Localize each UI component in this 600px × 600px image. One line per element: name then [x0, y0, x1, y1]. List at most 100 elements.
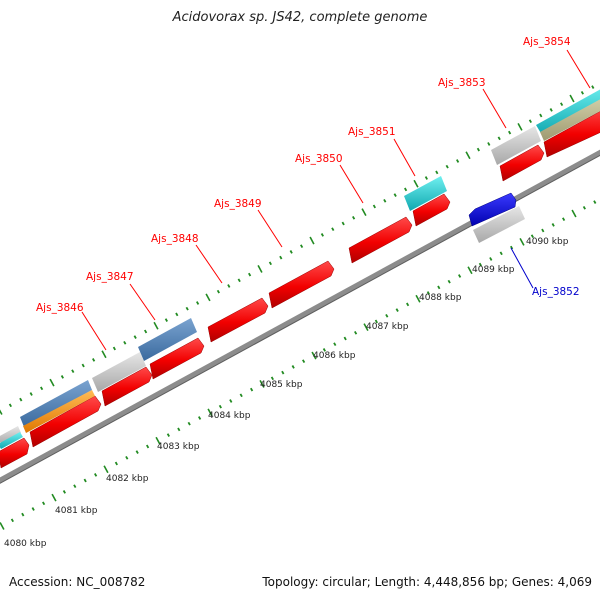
gene-feature[interactable] [543, 106, 600, 158]
gene-label-ajs-3850[interactable]: Ajs_3850 [295, 153, 343, 165]
leader-line [393, 138, 416, 177]
minor-tick [395, 308, 399, 312]
gene-label-ajs-3853[interactable]: Ajs_3853 [438, 77, 486, 89]
grey-feature[interactable] [491, 126, 541, 165]
major-tick [569, 94, 575, 103]
leader-line [482, 88, 507, 129]
gene-feature[interactable] [29, 395, 102, 448]
gene-label-ajs-3846[interactable]: Ajs_3846 [36, 302, 84, 314]
minor-tick [21, 512, 25, 517]
orange-feature[interactable] [23, 390, 95, 433]
steelblue-feature[interactable] [138, 318, 197, 361]
gene-feature[interactable] [412, 193, 451, 227]
minor-tick [10, 518, 14, 523]
gene-label-ajs-3848[interactable]: Ajs_3848 [151, 233, 199, 245]
reverse-gene-track [468, 192, 525, 243]
steelblue-feature[interactable] [20, 380, 92, 427]
gene-label-ajs-3854[interactable]: Ajs_3854 [523, 36, 571, 48]
reverse-gene-feature[interactable] [468, 192, 517, 227]
cyan-feature[interactable] [404, 176, 447, 211]
minor-tick [406, 302, 410, 307]
major-tick [571, 209, 577, 218]
minor-tick [289, 250, 293, 254]
cyan-feature[interactable] [536, 84, 600, 135]
minor-tick [508, 130, 512, 135]
major-tick [155, 436, 161, 445]
kbp-label: 4081 kbp [55, 506, 98, 516]
gene-label-ajs-3847[interactable]: Ajs_3847 [86, 271, 134, 283]
gene-feature[interactable] [268, 260, 335, 309]
minor-tick [239, 393, 243, 398]
minor-tick [528, 119, 532, 124]
minor-tick [447, 279, 451, 284]
gene-feature[interactable] [348, 216, 413, 264]
minor-tick [487, 142, 491, 146]
khaki-feature[interactable] [540, 94, 600, 141]
kbp-label: 4085 kbp [260, 380, 303, 390]
minor-tick [218, 404, 222, 409]
minor-tick [458, 274, 462, 278]
gene-feature[interactable] [0, 437, 30, 469]
minor-tick [499, 251, 503, 256]
cyan-feature[interactable] [0, 432, 23, 449]
minor-tick [560, 102, 564, 107]
leader-line [257, 209, 283, 248]
leader-line [339, 164, 364, 204]
major-tick [103, 465, 109, 474]
minor-tick [270, 376, 274, 381]
minor-tick [530, 234, 534, 239]
minor-tick [541, 228, 545, 233]
kbp-label: 4080 kbp [4, 539, 47, 549]
gene-label-ajs-3849[interactable]: Ajs_3849 [214, 198, 262, 210]
minor-tick [62, 490, 66, 494]
major-tick [465, 151, 471, 160]
minor-tick [383, 198, 387, 203]
major-tick [101, 350, 107, 359]
minor-tick [549, 108, 553, 112]
major-tick [413, 179, 419, 188]
accession-text: Accession: NC_008782 [9, 575, 146, 589]
gene-label-ajs-3851[interactable]: Ajs_3851 [348, 126, 396, 138]
leader-line [510, 247, 534, 289]
minor-tick [497, 136, 501, 141]
minor-tick [393, 193, 397, 197]
leader-line [129, 283, 156, 321]
major-tick [519, 238, 525, 246]
major-tick [517, 123, 523, 131]
minor-tick [445, 164, 449, 169]
major-tick [363, 323, 369, 331]
grey-feature[interactable] [473, 206, 525, 243]
minor-tick [125, 455, 129, 460]
minor-tick [322, 348, 326, 352]
minor-tick [302, 359, 306, 364]
gene-feature[interactable] [499, 144, 545, 182]
gene-leader-lines [81, 49, 591, 351]
minor-tick [510, 245, 514, 250]
minor-tick [216, 289, 220, 294]
minor-tick [372, 204, 376, 209]
minor-tick [19, 397, 23, 402]
gene-feature[interactable] [207, 297, 269, 343]
grey-feature[interactable] [0, 426, 21, 444]
minor-tick [166, 433, 170, 437]
minor-tick [185, 306, 189, 311]
kbp-label: 4084 kbp [208, 411, 251, 421]
minor-tick [374, 319, 378, 324]
topology-text: Topology: circular; Length: 4,448,856 bp… [262, 575, 592, 589]
minor-tick [300, 244, 304, 249]
minor-tick [478, 262, 482, 267]
minor-tick [164, 318, 168, 322]
minor-tick [40, 386, 44, 391]
gene-labels: Ajs_3846 Ajs_3847 Ajs_3848 Ajs_3849 Ajs_… [36, 36, 580, 314]
gene-label-ajs-3852[interactable]: Ajs_3852 [532, 286, 580, 298]
minor-tick [591, 85, 595, 89]
gene-feature[interactable] [101, 366, 153, 407]
minor-tick [196, 301, 200, 305]
inner-tick-row [0, 200, 597, 530]
minor-tick [424, 176, 428, 180]
minor-tick [177, 427, 181, 432]
gene-feature[interactable] [149, 337, 205, 380]
minor-tick [133, 335, 137, 339]
grey-feature[interactable] [92, 352, 146, 392]
minor-tick [135, 450, 139, 454]
